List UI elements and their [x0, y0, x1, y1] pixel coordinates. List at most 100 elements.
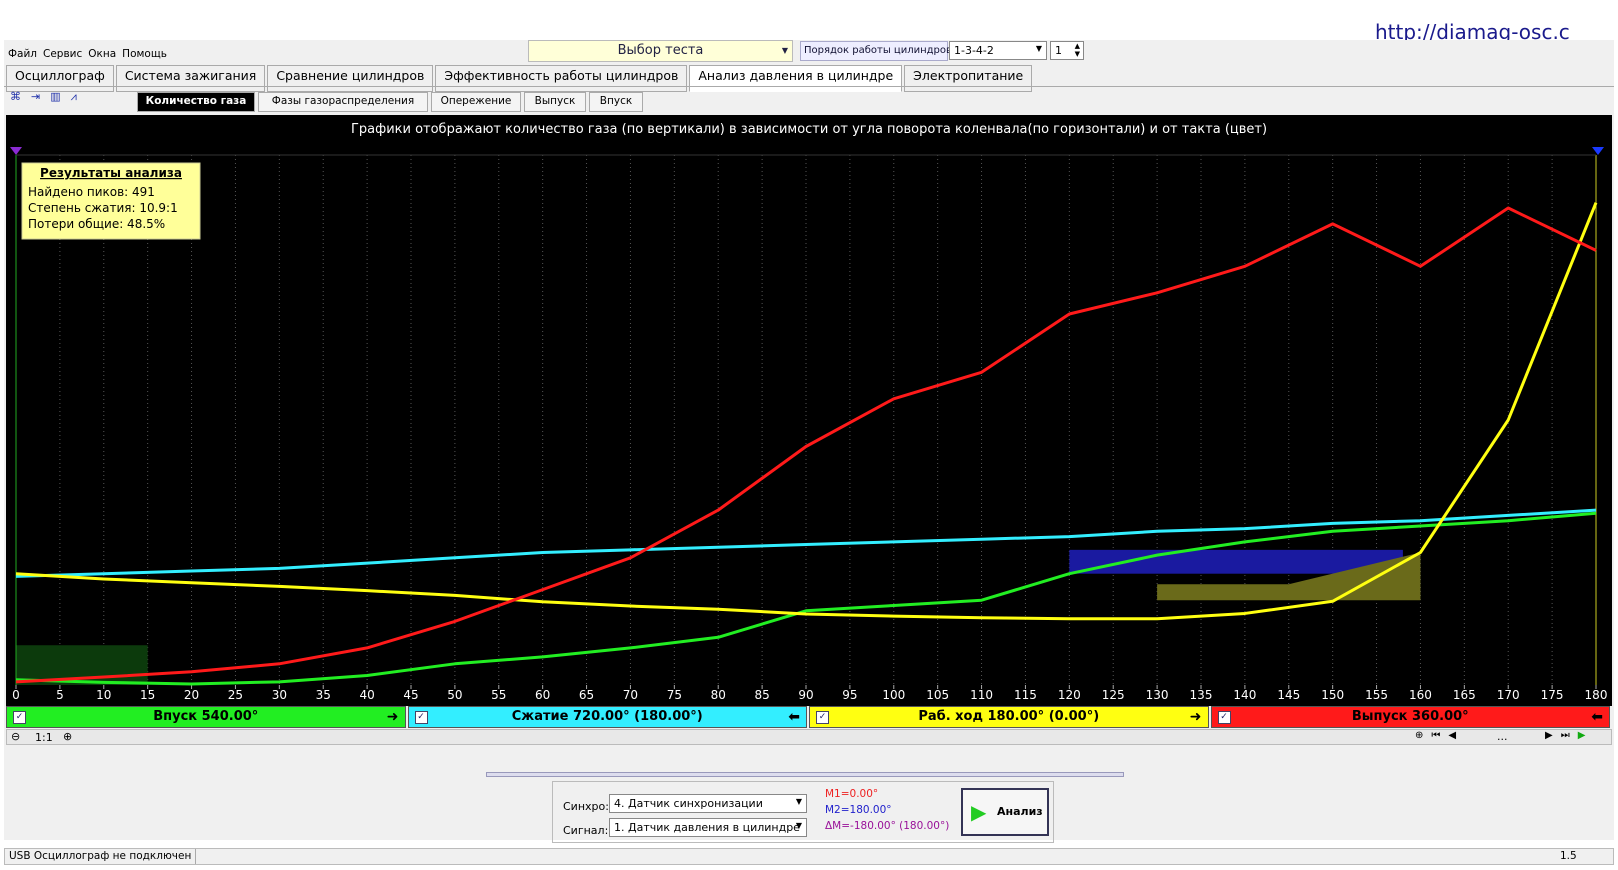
legend-arrow[interactable]: ⬅	[788, 709, 800, 725]
x-tick-label: 40	[359, 688, 374, 702]
legend: ✓ Впуск 540.00° ➜ ✓ Сжатие 720.00° (180.00°)…	[6, 706, 1612, 728]
signal-select[interactable]: 1. Датчик давления в цилиндре ▼	[609, 818, 807, 837]
x-tick-label: 85	[754, 688, 769, 702]
menu-item[interactable]: Окна	[88, 48, 117, 60]
x-tick-label: 100	[882, 688, 905, 702]
status-bar: USB Осциллограф не подключен 1.5	[4, 848, 1614, 865]
scroll-row: ⊖ 1:1 ⊕ ⊕⏮◀ ... ▶⏭▶	[6, 729, 1612, 745]
legend-checkbox[interactable]: ✓	[1217, 711, 1231, 724]
x-tick-label: 15	[140, 688, 155, 702]
test-select[interactable]: Выбор теста ▼	[528, 40, 793, 62]
test-select-label: Выбор теста	[617, 43, 704, 58]
x-tick-label: 55	[491, 688, 506, 702]
sync-select[interactable]: 4. Датчик синхронизации ▼	[609, 794, 807, 813]
legend-checkbox[interactable]: ✓	[13, 711, 26, 724]
menu-bar: Файл Сервис Окна Помощь	[8, 47, 173, 60]
cylinder-order-select[interactable]: 1-3-4-2 ▼	[949, 41, 1047, 60]
subtab[interactable]: Опережение	[431, 92, 521, 112]
tab[interactable]: Эффективность работы цилиндров	[435, 65, 688, 92]
cylinder-order-label: Порядок работы цилиндров	[800, 41, 952, 61]
version: 1.5	[1560, 850, 1577, 862]
legend-item[interactable]: ✓ Впуск 540.00° ➜	[6, 706, 406, 728]
splitter[interactable]	[486, 772, 1124, 777]
cylinder-number: 1	[1055, 44, 1062, 57]
cylinder-spinner[interactable]: 1 ▲ ▼	[1050, 41, 1084, 60]
tab-border	[4, 86, 1614, 87]
x-tick-label: 165	[1453, 688, 1476, 702]
subtab[interactable]: Количество газа	[137, 92, 255, 112]
subtab[interactable]: Фазы газораспределения	[258, 92, 428, 112]
x-tick-label: 70	[623, 688, 638, 702]
zoom-level: 1:1	[35, 731, 53, 744]
status-divider	[195, 849, 196, 864]
legend-arrow[interactable]: ➜	[1189, 709, 1202, 725]
legend-label: Раб. ход 180.00° (0.00°)	[918, 709, 1100, 724]
analyze-button[interactable]: ▶ Анализ	[961, 788, 1049, 836]
tab[interactable]: Электропитание	[904, 65, 1033, 92]
legend-checkbox[interactable]: ✓	[414, 711, 428, 724]
legend-label: Сжатие 720.00° (180.00°)	[511, 709, 703, 724]
results-line: Найдено пиков: 491	[28, 185, 155, 199]
series-line	[15, 511, 1597, 686]
legend-item[interactable]: ✓ Сжатие 720.00° (180.00°) ⬅	[407, 706, 807, 728]
delta-m: ΔM=-180.00° (180.00°)	[825, 820, 950, 832]
x-tick-label: 125	[1102, 688, 1125, 702]
zoom-in[interactable]: ⊕	[63, 730, 73, 743]
chart: Графики отображают количество газа (по в…	[6, 115, 1612, 706]
results-line: Степень сжатия: 10.9:1	[28, 201, 178, 215]
nav-buttons[interactable]: ⊕⏮◀	[1415, 730, 1465, 741]
x-tick-label: 145	[1277, 688, 1300, 702]
subtab[interactable]: Выпуск	[524, 92, 586, 112]
menu-item[interactable]: Помощь	[122, 48, 167, 60]
x-tick-label: 110	[970, 688, 993, 702]
x-tick-label: 80	[711, 688, 726, 702]
marker-m2[interactable]	[1592, 147, 1604, 155]
x-tick-label: 135	[1190, 688, 1213, 702]
series-line	[15, 206, 1597, 684]
status-text: USB Осциллограф не подключен	[9, 850, 192, 862]
x-tick-label: 95	[842, 688, 857, 702]
legend-label: Впуск 540.00°	[153, 709, 259, 724]
toolbar-icons[interactable]: ⌘⇥▥⩘	[10, 90, 87, 103]
legend-checkbox[interactable]: ✓	[816, 711, 829, 724]
marker-m1[interactable]	[10, 147, 22, 155]
cylinder-order-value: 1-3-4-2	[954, 44, 994, 57]
x-tick-label: 20	[184, 688, 199, 702]
x-tick-label: 0	[12, 688, 20, 702]
x-tick-label: 25	[228, 688, 243, 702]
menu-item[interactable]: Сервис	[43, 48, 83, 60]
m2: M2=180.00°	[825, 804, 892, 816]
legend-item[interactable]: ✓ Раб. ход 180.00° (0.00°) ➜	[809, 706, 1209, 728]
tab-bar: Осциллограф Система зажигания Сравнение ци…	[6, 65, 1034, 92]
x-tick-label: 115	[1014, 688, 1037, 702]
signal-value: 1. Датчик давления в цилиндре	[614, 821, 800, 834]
control-panel: Синхро: 4. Датчик синхронизации ▼ Сигнал:…	[552, 781, 1054, 843]
x-tick-label: 90	[798, 688, 813, 702]
tab[interactable]: Система зажигания	[115, 65, 266, 92]
legend-item[interactable]: ✓ Выпуск 360.00° ⬅	[1210, 706, 1610, 728]
analyze-label: Анализ	[997, 805, 1043, 818]
sync-value: 4. Датчик синхронизации	[614, 797, 763, 810]
x-tick-label: 170	[1497, 688, 1520, 702]
x-tick-label: 30	[272, 688, 287, 702]
subtab[interactable]: Впуск	[589, 92, 643, 112]
legend-arrow[interactable]: ⬅	[1591, 709, 1603, 725]
results-line: Потери общие: 48.5%	[28, 217, 165, 231]
x-tick-label: 65	[579, 688, 594, 702]
x-tick-label: 150	[1321, 688, 1344, 702]
chart-bg	[6, 115, 1612, 706]
chart-title: Графики отображают количество газа (по в…	[351, 122, 1267, 137]
nav-buttons-right[interactable]: ▶⏭▶	[1545, 730, 1594, 741]
zoom-out[interactable]: ⊖	[11, 730, 21, 743]
series-line	[15, 202, 1598, 621]
tab[interactable]: Анализ давления в цилиндре	[689, 65, 903, 92]
tab[interactable]: Осциллограф	[6, 65, 114, 92]
legend-arrow[interactable]: ➜	[386, 709, 399, 725]
menu-item[interactable]: Файл	[8, 48, 38, 60]
tab[interactable]: Сравнение цилиндров	[267, 65, 434, 92]
x-tick-label: 10	[96, 688, 111, 702]
x-tick-label: 180	[1585, 688, 1608, 702]
x-tick-label: 130	[1146, 688, 1169, 702]
x-tick-label: 75	[667, 688, 682, 702]
